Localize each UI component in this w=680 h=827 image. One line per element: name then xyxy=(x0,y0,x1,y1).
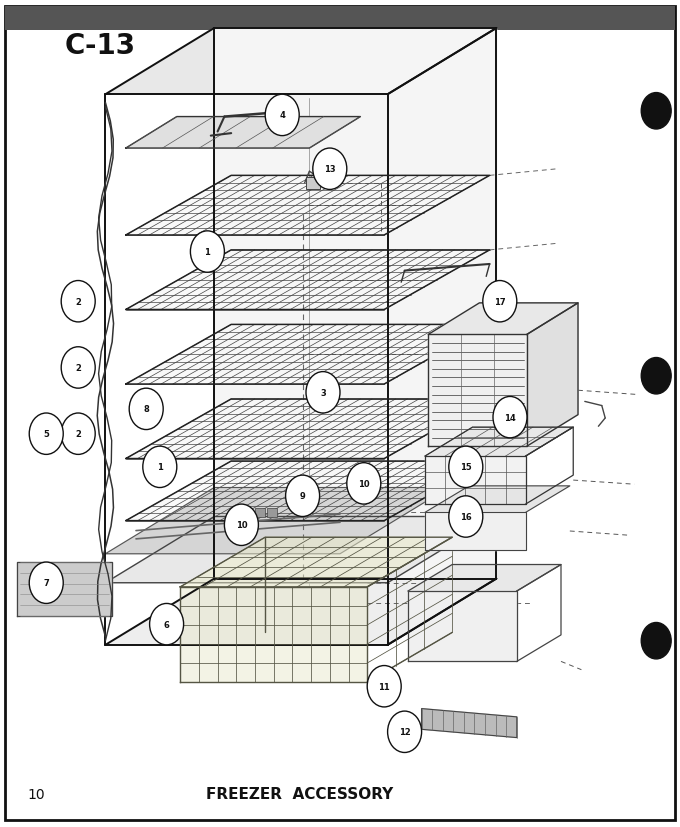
Polygon shape xyxy=(180,538,452,587)
Polygon shape xyxy=(126,325,490,385)
Polygon shape xyxy=(428,304,578,335)
Polygon shape xyxy=(126,399,490,459)
Polygon shape xyxy=(428,335,527,447)
Circle shape xyxy=(143,447,177,488)
Circle shape xyxy=(129,389,163,430)
Text: 2: 2 xyxy=(75,298,81,306)
Text: 7: 7 xyxy=(44,579,49,587)
Circle shape xyxy=(493,397,527,438)
Text: 1: 1 xyxy=(205,248,210,256)
Polygon shape xyxy=(126,176,490,236)
Text: C-13: C-13 xyxy=(65,31,136,60)
Polygon shape xyxy=(105,579,496,645)
Circle shape xyxy=(190,232,224,273)
FancyBboxPatch shape xyxy=(5,7,675,820)
Circle shape xyxy=(29,562,63,604)
Text: 17: 17 xyxy=(494,298,506,306)
Text: 12: 12 xyxy=(398,728,411,736)
Polygon shape xyxy=(408,565,561,591)
Polygon shape xyxy=(126,117,360,149)
Polygon shape xyxy=(126,461,490,521)
Text: 10: 10 xyxy=(358,480,370,488)
Circle shape xyxy=(641,93,671,130)
Polygon shape xyxy=(105,488,449,554)
Text: 10: 10 xyxy=(27,787,45,801)
Circle shape xyxy=(367,666,401,707)
Bar xyxy=(306,178,320,190)
Circle shape xyxy=(29,414,63,455)
Circle shape xyxy=(306,372,340,414)
Polygon shape xyxy=(408,591,517,662)
Circle shape xyxy=(388,711,422,753)
Text: 13: 13 xyxy=(324,165,336,174)
Text: 11: 11 xyxy=(378,682,390,691)
Bar xyxy=(5,7,675,31)
Polygon shape xyxy=(425,513,526,550)
Circle shape xyxy=(61,281,95,323)
Polygon shape xyxy=(105,29,496,95)
Circle shape xyxy=(641,623,671,659)
Polygon shape xyxy=(214,29,496,579)
Text: FREEZER  ACCESSORY: FREEZER ACCESSORY xyxy=(205,786,393,801)
Circle shape xyxy=(61,347,95,389)
Circle shape xyxy=(313,149,347,190)
Polygon shape xyxy=(425,457,526,504)
Polygon shape xyxy=(425,428,573,457)
Circle shape xyxy=(449,447,483,488)
Text: 14: 14 xyxy=(504,414,516,422)
Text: 10: 10 xyxy=(235,521,248,529)
Circle shape xyxy=(483,281,517,323)
Text: 8: 8 xyxy=(143,405,149,414)
Polygon shape xyxy=(388,29,496,645)
Text: 6: 6 xyxy=(164,620,169,629)
Circle shape xyxy=(286,476,320,517)
Text: 15: 15 xyxy=(460,463,472,471)
Text: 2: 2 xyxy=(75,430,81,438)
Polygon shape xyxy=(105,517,496,583)
Circle shape xyxy=(641,358,671,394)
Polygon shape xyxy=(425,486,570,513)
Text: 3: 3 xyxy=(320,389,326,397)
Circle shape xyxy=(265,95,299,136)
Text: 16: 16 xyxy=(460,513,472,521)
Circle shape xyxy=(150,604,184,645)
Circle shape xyxy=(224,504,258,546)
Bar xyxy=(255,509,265,517)
Text: 9: 9 xyxy=(300,492,305,500)
Text: 5: 5 xyxy=(44,430,49,438)
Bar xyxy=(267,509,277,517)
Text: 4: 4 xyxy=(279,112,285,120)
Text: 2: 2 xyxy=(75,364,81,372)
Polygon shape xyxy=(527,304,578,447)
Circle shape xyxy=(449,496,483,538)
Polygon shape xyxy=(126,251,490,310)
Circle shape xyxy=(61,414,95,455)
Circle shape xyxy=(347,463,381,504)
Polygon shape xyxy=(422,709,517,738)
Polygon shape xyxy=(180,587,367,682)
Polygon shape xyxy=(17,562,112,616)
Text: 1: 1 xyxy=(157,463,163,471)
